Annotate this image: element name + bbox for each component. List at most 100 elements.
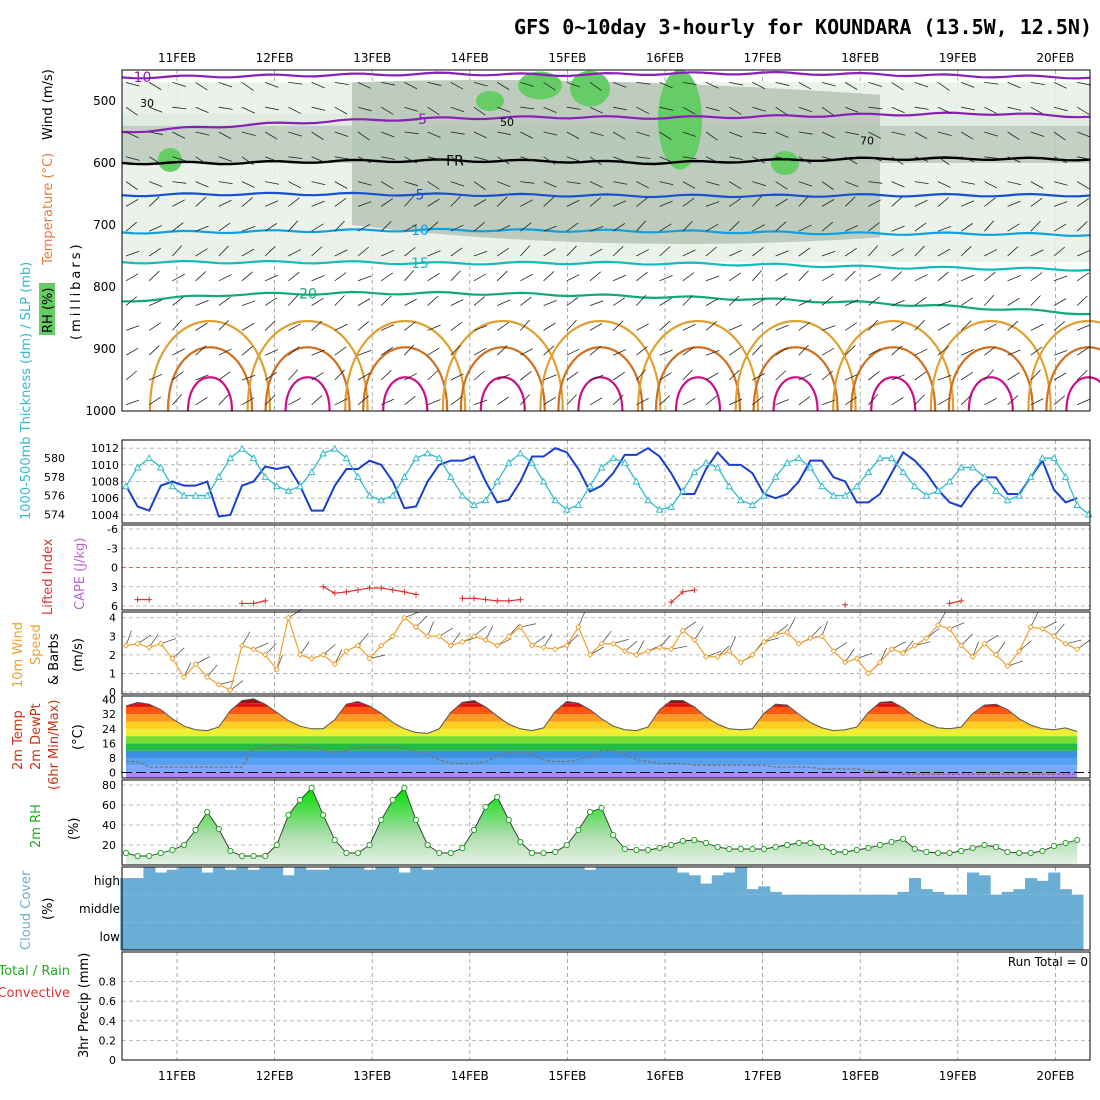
wind-barb xyxy=(125,106,138,116)
wind10m-barb xyxy=(902,640,914,654)
wind-barb xyxy=(450,156,464,164)
cloud-bar-high xyxy=(352,867,365,895)
wind10m-point xyxy=(923,635,930,642)
wind-barb xyxy=(149,131,164,136)
cloud-bar-middle xyxy=(433,894,446,923)
wind-barb xyxy=(1076,221,1088,232)
cloud-bar-high xyxy=(421,869,434,895)
wind-barb xyxy=(960,297,974,306)
cloud-bar-middle xyxy=(584,894,597,923)
date-label-top: 16FEB xyxy=(646,51,684,65)
rh-point xyxy=(900,835,907,843)
rh-point xyxy=(134,852,141,860)
wind-barb xyxy=(891,271,903,282)
wind10m-point xyxy=(436,633,443,640)
wind-barb xyxy=(891,156,904,165)
cloud-bar-low xyxy=(561,922,574,950)
wind-barb xyxy=(149,299,163,306)
wind-barb xyxy=(682,131,697,137)
surface-temp-contour xyxy=(929,320,1052,412)
wind-barb xyxy=(404,224,417,232)
cloud-bar-low xyxy=(688,922,701,950)
wind-barb xyxy=(566,245,577,257)
wind-barb xyxy=(311,297,324,306)
wind10m-barb xyxy=(636,640,645,656)
wind-barb xyxy=(937,397,951,406)
thickness-point xyxy=(528,458,536,466)
wind-barb xyxy=(1030,346,1043,356)
wind-barb xyxy=(357,321,369,331)
wind-barb xyxy=(984,271,996,282)
wind10m-panel: 0 1 2 3 4 xyxy=(109,608,1091,699)
cloud-bar-middle xyxy=(885,894,898,923)
cloud-bar-low xyxy=(769,922,782,950)
rh-point xyxy=(842,848,849,856)
wind-barb xyxy=(125,156,140,161)
cloud-bar-middle xyxy=(236,894,249,923)
wind-barb xyxy=(241,374,256,381)
surface-temp-contour xyxy=(186,376,234,412)
wind-barb xyxy=(891,225,905,232)
cloud-bar-middle xyxy=(827,894,840,923)
cloud-bar-middle xyxy=(955,894,968,923)
rh-point xyxy=(296,796,304,804)
wind-barb xyxy=(845,299,859,306)
cloud-level-label: middle xyxy=(79,902,120,916)
cloud-bar-low xyxy=(224,922,237,950)
slp-tick: 1008 xyxy=(91,476,119,489)
cloud-bar-middle xyxy=(166,894,179,923)
wind-barb xyxy=(1053,201,1068,207)
wind-barb xyxy=(868,199,881,207)
wind10m-barb xyxy=(914,641,931,646)
thickness-point xyxy=(655,505,664,513)
lifted-index-point xyxy=(401,588,408,595)
wind-barb xyxy=(960,371,974,381)
cloud-bar-high xyxy=(1036,880,1049,895)
wind-barb xyxy=(775,273,788,282)
wind-barb xyxy=(798,156,812,164)
wind10m-point xyxy=(238,642,246,649)
wind-barb xyxy=(1053,350,1068,356)
cloud-bar-low xyxy=(595,922,608,950)
wind-barb xyxy=(241,323,255,331)
wind10m-barb xyxy=(1018,640,1032,652)
wind-barb xyxy=(496,82,510,90)
wind-barb xyxy=(218,394,229,406)
wind-barb xyxy=(288,271,300,282)
wind-barb xyxy=(404,156,418,164)
thickness-point xyxy=(249,454,258,462)
wind-barb xyxy=(682,181,696,189)
cloud-bar-low xyxy=(955,922,968,950)
wind-barb xyxy=(473,296,485,306)
wind10m-barb xyxy=(995,641,1006,656)
wind-barb xyxy=(984,397,997,406)
cloud-level-label: low xyxy=(100,930,121,944)
lifted-index-point xyxy=(389,586,396,593)
wind-barb xyxy=(125,370,137,381)
wind-barb xyxy=(891,322,904,331)
wind-barb xyxy=(566,82,581,88)
cloud-bar-high xyxy=(549,867,562,895)
wind-barb xyxy=(543,271,555,282)
wind-barb xyxy=(1053,181,1068,186)
wind-barb xyxy=(960,320,972,331)
ylabel-cloud-pct: (%) xyxy=(41,898,56,921)
wind10m-barb xyxy=(253,642,269,650)
wind-barb xyxy=(265,106,280,111)
lifted-index-point xyxy=(355,586,361,593)
wind-barb xyxy=(821,221,833,232)
rh-point xyxy=(424,841,431,849)
wind10m-barb xyxy=(566,634,579,646)
surface-temp-contour xyxy=(382,376,429,412)
wind10m-point xyxy=(876,659,884,666)
rh-point xyxy=(679,837,686,845)
thickness-point xyxy=(354,472,362,480)
wind10m-point xyxy=(668,646,675,653)
wind-barb xyxy=(288,156,303,159)
wind-barb xyxy=(961,274,975,282)
thickness-point xyxy=(725,482,734,490)
rh-point xyxy=(180,841,188,849)
cloud-bar-high xyxy=(526,867,539,895)
thickness-point xyxy=(191,491,200,499)
wind-barb xyxy=(218,297,231,306)
